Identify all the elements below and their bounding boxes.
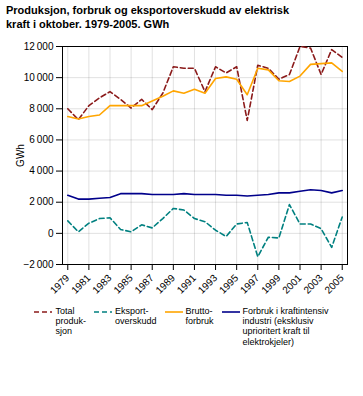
svg-text:1979: 1979 <box>48 271 72 295</box>
svg-text:8 000: 8 000 <box>29 102 54 113</box>
html-text:Eksport- overskudd: Eksport- overskudd <box>115 305 157 326</box>
svg-text:1985: 1985 <box>111 271 135 295</box>
svg-text:12 000: 12 000 <box>24 40 54 51</box>
svg-text:1999: 1999 <box>259 271 283 295</box>
svg-text:GWh: GWh <box>15 144 26 167</box>
svg-text:1997: 1997 <box>238 271 262 295</box>
svg-text:10 000: 10 000 <box>24 71 54 82</box>
svg-text:2 000: 2 000 <box>29 196 54 207</box>
html-text:Brutto- forbruk: Brutto- forbruk <box>185 305 214 326</box>
svg-text:1981: 1981 <box>69 271 93 295</box>
svg-text:1991: 1991 <box>175 271 199 295</box>
html-text:Produksjon, forbruk og eksport: Produksjon, forbruk og eksportoverskudd … <box>6 4 289 30</box>
svg-text:6 000: 6 000 <box>29 134 54 145</box>
svg-text:1995: 1995 <box>217 271 241 295</box>
svg-text:0: 0 <box>48 227 54 238</box>
svg-text:−2 000: −2 000 <box>23 258 54 269</box>
svg-text:1989: 1989 <box>153 271 177 295</box>
html-text:Forbruk i kraftintensiv indust: Forbruk i kraftintensiv industri (eksklu… <box>242 305 329 347</box>
svg-text:1983: 1983 <box>90 271 114 295</box>
html-text:Total produk- sjon: Total produk- sjon <box>55 305 86 337</box>
svg-text:1993: 1993 <box>196 271 220 295</box>
svg-text:2005: 2005 <box>322 271 346 295</box>
svg-text:2003: 2003 <box>301 271 325 295</box>
svg-text:1987: 1987 <box>132 271 156 295</box>
svg-text:4 000: 4 000 <box>29 165 54 176</box>
svg-text:2001: 2001 <box>280 271 304 295</box>
